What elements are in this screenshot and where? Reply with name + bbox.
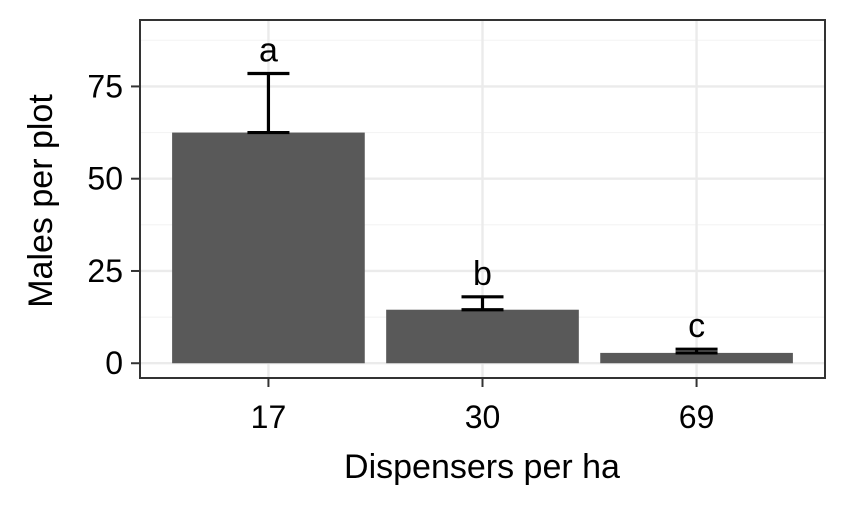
bar-30 <box>386 309 579 364</box>
x-axis-title: Dispensers per ha <box>344 448 620 486</box>
x-axis: 17 30 69 <box>251 378 715 435</box>
x-tick-label: 69 <box>679 399 715 435</box>
group-letter-c: c <box>688 307 705 345</box>
y-axis-title: Males per plot <box>22 94 60 308</box>
group-letter-b: b <box>473 255 492 293</box>
bar-17 <box>172 132 365 364</box>
y-tick-label: 50 <box>87 161 123 197</box>
error-bar-69 <box>675 347 718 355</box>
x-tick-label: 30 <box>465 399 501 435</box>
bars-group <box>172 132 793 364</box>
error-bars-group <box>247 71 718 355</box>
group-letter-a: a <box>259 32 278 70</box>
error-bar-30 <box>461 295 504 312</box>
bar-69 <box>600 352 793 364</box>
y-tick-label: 75 <box>87 68 123 104</box>
group-letters: a b c <box>259 32 705 346</box>
x-tick-label: 17 <box>251 399 287 435</box>
error-bar-17 <box>247 71 290 135</box>
y-axis: 0 25 50 75 <box>87 68 140 381</box>
y-tick-label: 0 <box>105 345 123 381</box>
y-tick-label: 25 <box>87 253 123 289</box>
